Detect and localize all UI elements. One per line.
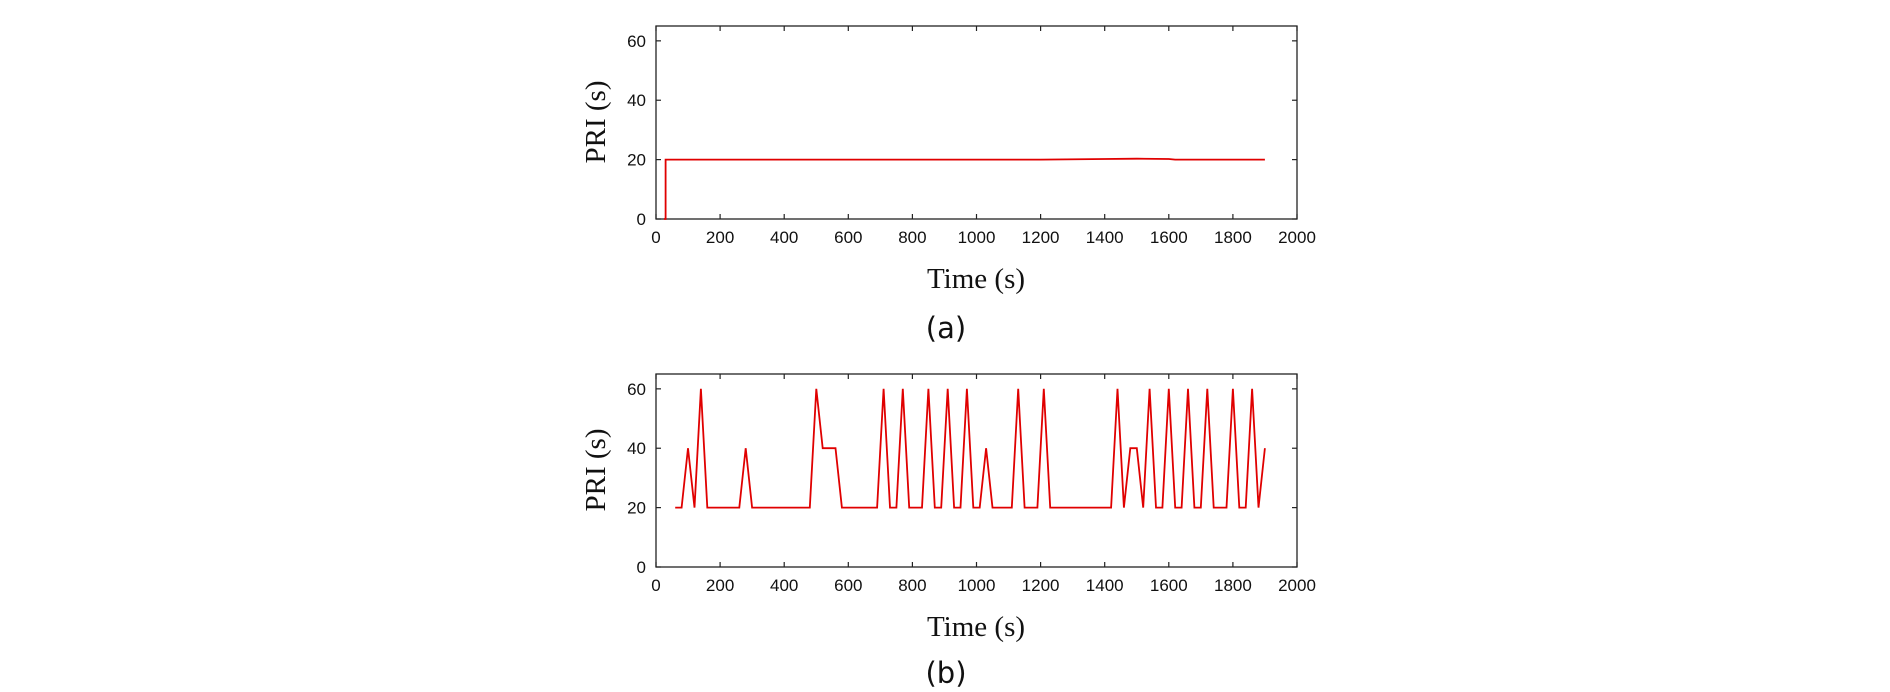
x-tick-label: 0 [651,228,660,247]
chart-panel-a: 0 200 400 600 800 1000 1200 1400 1600 1800 2000 0 2… [580,25,1316,345]
x-tick-label: 2000 [1278,228,1316,247]
x-tick-label: 200 [706,576,734,595]
y-tick-label: 0 [637,558,646,577]
y-axis: 0 20 40 60 [627,380,1297,577]
x-tick-label: 1000 [958,228,996,247]
panel-caption: (b) [925,656,966,690]
plot-frame [655,373,1298,568]
x-tick-label: 1800 [1214,228,1252,247]
x-tick-label: 1200 [1022,228,1060,247]
y-tick-label: 40 [627,91,646,110]
x-tick-label: 1600 [1150,576,1188,595]
y-tick-label: 0 [637,210,646,229]
y-tick-label: 60 [627,32,646,51]
x-tick-label: 200 [706,228,734,247]
x-tick-label: 600 [834,576,862,595]
x-tick-label: 0 [651,576,660,595]
y-tick-label: 40 [627,439,646,458]
y-axis-label: PRI (s) [580,429,612,512]
y-axis: 0 20 40 60 [627,32,1297,229]
x-tick-label: 1600 [1150,228,1188,247]
y-axis-label: PRI (s) [580,81,612,164]
y-tick-label: 20 [627,499,646,518]
plot-frame [655,25,1298,220]
x-tick-label: 400 [770,228,798,247]
x-tick-label: 600 [834,228,862,247]
chart-panel-b: 0 200 400 600 800 1000 1200 1400 1600 1800 2000 0 2… [580,373,1316,690]
x-tick-label: 1000 [958,576,996,595]
x-axis: 0 200 400 600 800 1000 1200 1400 1600 1800 2000 [651,26,1316,247]
x-tick-label: 1200 [1022,576,1060,595]
x-tick-label: 1400 [1086,228,1124,247]
x-tick-label: 800 [898,576,926,595]
x-tick-label: 1400 [1086,576,1124,595]
x-axis-label: Time (s) [927,263,1025,295]
series-line [675,388,1266,509]
y-tick-label: 20 [627,151,646,170]
x-tick-label: 400 [770,576,798,595]
x-tick-label: 2000 [1278,576,1316,595]
x-axis-label: Time (s) [927,611,1025,643]
series-line [664,157,1265,220]
x-tick-label: 800 [898,228,926,247]
y-tick-label: 60 [627,380,646,399]
panel-caption: (a) [926,311,966,345]
x-axis: 0 200 400 600 800 1000 1200 1400 1600 1800 2000 [651,374,1316,595]
x-tick-label: 1800 [1214,576,1252,595]
